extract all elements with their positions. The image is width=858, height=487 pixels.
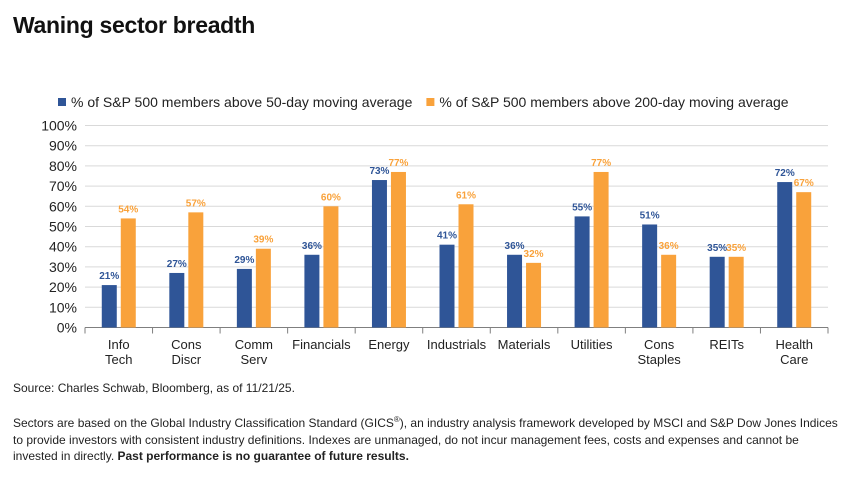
data-label-200-day: 35% [726, 243, 746, 254]
x-tick-label: Info [108, 337, 130, 352]
bar-50-day [169, 272, 185, 328]
bar-200-day [255, 248, 271, 328]
bar-200-day [796, 192, 812, 328]
data-label-200-day: 57% [186, 198, 206, 209]
x-tick-label: Cons [171, 337, 202, 352]
data-label-200-day: 61% [456, 190, 476, 201]
bar-200-day [323, 206, 339, 328]
legend-label-50-day: % of S&P 500 members above 50-day moving… [71, 94, 413, 110]
y-tick-label: 40% [49, 239, 77, 255]
data-label-50-day: 73% [369, 166, 389, 177]
data-label-200-day: 32% [524, 249, 544, 260]
x-tick-label: Cons [644, 337, 675, 352]
bar-200-day [593, 171, 609, 328]
y-tick-label: 0% [57, 320, 77, 336]
legend-swatch-50-day [58, 98, 66, 106]
bar-50-day [439, 244, 455, 328]
bar-200-day [390, 171, 406, 328]
x-tick-label: Discr [172, 352, 202, 367]
x-tick-label: Health [775, 337, 813, 352]
data-label-200-day: 39% [253, 235, 273, 246]
source-note: Source: Charles Schwab, Bloomberg, as of… [13, 381, 295, 395]
data-label-200-day: 77% [591, 158, 611, 169]
bar-50-day [642, 224, 658, 328]
bar-200-day [661, 254, 677, 328]
y-tick-label: 90% [49, 138, 77, 154]
data-label-50-day: 72% [775, 168, 795, 179]
data-label-50-day: 41% [437, 231, 457, 242]
x-tick-label: Care [780, 352, 808, 367]
bar-200-day [728, 256, 744, 328]
x-tick-label: Industrials [427, 337, 487, 352]
data-label-200-day: 60% [321, 192, 341, 203]
bar-50-day [371, 180, 387, 328]
bar-200-day [458, 204, 474, 328]
data-label-200-day: 77% [388, 158, 408, 169]
bar-50-day [101, 285, 117, 328]
bar-chart: 0% 10% 20% 30% 40% 50% 60% 70% 80% 90% 100% 21% 54% I… [41, 94, 829, 367]
data-label-50-day: 55% [572, 202, 592, 213]
data-label-50-day: 36% [302, 241, 322, 252]
x-tick-label: REITs [709, 337, 744, 352]
x-tick-label: Tech [105, 352, 132, 367]
y-tick-label: 10% [49, 299, 77, 315]
x-tick-label: Serv [240, 352, 267, 367]
y-tick-label: 60% [49, 198, 77, 214]
x-tick-label: Financials [292, 337, 351, 352]
bar-200-day [188, 212, 204, 328]
y-tick-label: 30% [49, 259, 77, 275]
legend-swatch-200-day [426, 98, 435, 106]
data-label-50-day: 21% [99, 271, 119, 282]
disclaimer-text-1: Sectors are based on the Global Industry… [13, 416, 394, 430]
data-label-50-day: 29% [234, 255, 254, 266]
data-label-200-day: 54% [118, 204, 138, 215]
y-tick-label: 70% [49, 178, 77, 194]
data-label-50-day: 35% [707, 243, 727, 254]
x-tick-label: Utilities [571, 337, 613, 352]
bar-50-day [709, 256, 725, 328]
data-label-50-day: 36% [505, 241, 525, 252]
data-label-50-day: 27% [167, 259, 187, 270]
chart-title: Waning sector breadth [13, 12, 256, 38]
y-tick-label: 80% [49, 158, 77, 174]
disclaimer-note: Sectors are based on the Global Industry… [13, 415, 843, 465]
disclaimer-bold: Past performance is no guarantee of futu… [117, 449, 409, 463]
x-tick-label: Staples [637, 352, 681, 367]
bar-50-day [236, 268, 252, 328]
y-tick-label: 20% [49, 279, 77, 295]
bar-50-day [507, 254, 523, 328]
legend-label-200-day: % of S&P 500 members above 200-day movin… [439, 94, 788, 110]
x-tick-label: Materials [498, 337, 551, 352]
x-tick-label: Comm [235, 337, 273, 352]
bar-50-day [304, 254, 320, 328]
y-tick-label: 100% [41, 118, 77, 134]
bar-200-day [120, 218, 136, 328]
data-label-200-day: 36% [659, 241, 679, 252]
y-tick-label: 50% [49, 219, 77, 235]
disclaimer-text-2: ), an industry analysis framework develo… [13, 416, 838, 463]
registered-mark: ® [393, 415, 400, 424]
bar-50-day [777, 182, 793, 328]
data-label-200-day: 67% [794, 178, 814, 189]
bar-50-day [574, 216, 590, 328]
data-label-50-day: 51% [640, 210, 660, 221]
x-tick-label: Energy [368, 337, 410, 352]
bar-200-day [526, 262, 542, 328]
